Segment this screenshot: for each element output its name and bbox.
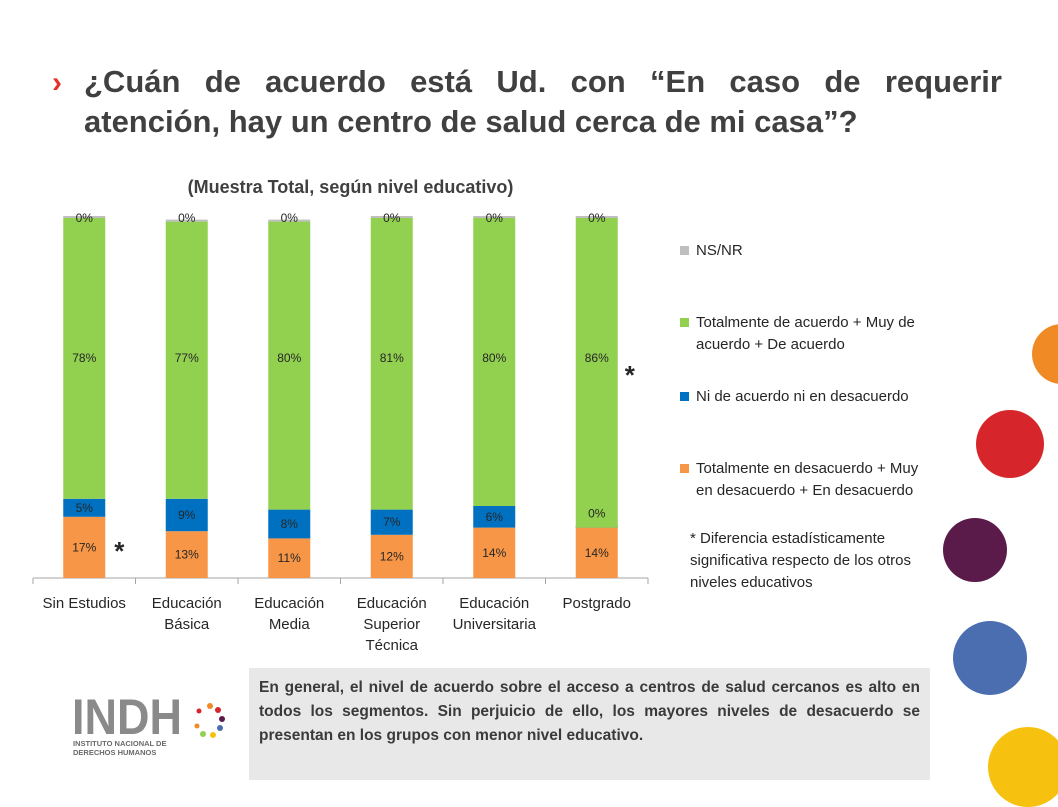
data-label: 6% — [486, 510, 504, 524]
bar-segment — [268, 509, 311, 539]
bar-segment — [575, 527, 618, 578]
indh-logo: INDH INSTITUTO NACIONAL DE DERECHOS HUMA… — [72, 690, 225, 757]
bar-segment — [63, 218, 106, 499]
bar-segment — [165, 219, 208, 222]
bar-segment — [63, 516, 106, 578]
bar-segment — [268, 221, 311, 510]
bar-segment — [473, 527, 516, 578]
data-label: 14% — [482, 546, 506, 560]
legend-swatch — [680, 464, 689, 473]
logo-wordmark: INDH — [72, 690, 182, 745]
bar-segment — [575, 218, 618, 528]
bar-segment — [63, 498, 106, 517]
decorative-yellow-circle — [988, 727, 1058, 807]
x-tick-label: Media — [269, 616, 311, 633]
significance-asterisk: * — [625, 360, 636, 390]
chart-title: (Muestra Total, según nivel educativo) — [188, 177, 514, 197]
legend-label: Totalmente de acuerdo + Muy de acuerdo + … — [696, 314, 915, 353]
summary-box: En general, el nivel de acuerdo sobre el… — [249, 668, 930, 780]
bar-segment — [165, 221, 208, 499]
decorative-purple-circle — [943, 518, 1007, 582]
bar-segment — [575, 216, 618, 218]
logo-line-1: INSTITUTO NACIONAL DE — [73, 739, 166, 748]
data-label: 13% — [175, 548, 199, 562]
x-tick-label: Educación — [254, 595, 324, 612]
data-label: 5% — [76, 501, 94, 515]
x-tick-label: Técnica — [365, 637, 418, 654]
data-label: 0% — [76, 211, 94, 225]
bar-segment — [370, 534, 413, 578]
data-label: 80% — [482, 351, 506, 365]
data-label: 0% — [383, 211, 401, 225]
legend-swatch — [680, 392, 689, 401]
legend-item: NS/NR — [680, 240, 970, 262]
bar-segment — [165, 498, 208, 532]
bar-segment — [63, 216, 106, 218]
x-tick-label: Educación — [459, 595, 529, 612]
data-label: 7% — [383, 515, 401, 529]
page-title: ¿Cuán de acuerdo está Ud. con “En caso d… — [84, 64, 1002, 139]
data-label: 86% — [585, 351, 609, 365]
significance-note: * Diferencia estadísticamente significat… — [690, 530, 911, 591]
x-tick-label: Sin Estudios — [43, 595, 126, 612]
data-label: 11% — [278, 551, 301, 565]
logo-dot-ring-icon — [194, 703, 225, 738]
legend-item: Totalmente en desacuerdo + Muy en desacue… — [680, 458, 970, 502]
data-label: 0% — [281, 211, 299, 225]
legend-item: Totalmente de acuerdo + Muy de acuerdo + … — [680, 312, 970, 356]
logo-line-2: DERECHOS HUMANOS — [73, 748, 156, 757]
legend-swatch — [680, 246, 689, 255]
data-label: 14% — [585, 546, 609, 560]
decorative-blue-circle — [953, 621, 1027, 695]
data-label: 17% — [72, 540, 96, 554]
x-tick-label: Postgrado — [563, 595, 631, 612]
legend-label: Ni de acuerdo ni en desacuerdo — [696, 388, 909, 405]
x-tick-label: Universitaria — [453, 616, 537, 633]
x-tick-label: Superior — [363, 616, 420, 633]
chevron-right-icon: › — [52, 66, 62, 99]
bar-segment — [370, 216, 413, 218]
bar-segment — [473, 216, 516, 218]
data-label: 78% — [72, 351, 96, 365]
x-tick-label: Básica — [164, 616, 210, 633]
bar-segment — [473, 218, 516, 506]
legend-label: NS/NR — [696, 242, 743, 259]
data-label: 8% — [281, 517, 299, 531]
data-label: 0% — [178, 211, 196, 225]
data-label: 81% — [380, 351, 404, 365]
x-tick-label: Educación — [152, 595, 222, 612]
legend-swatch — [680, 318, 689, 327]
data-label: 9% — [178, 508, 196, 522]
data-label: 0% — [588, 211, 606, 225]
bar-segment — [370, 218, 413, 510]
bar-segment — [268, 219, 311, 222]
x-tick-label: Educación — [357, 595, 427, 612]
data-label: 0% — [588, 507, 606, 521]
bar-segment — [473, 506, 516, 528]
legend-label: Totalmente en desacuerdo + Muy en desacue… — [696, 460, 919, 499]
legend-item: Ni de acuerdo ni en desacuerdo — [680, 386, 970, 408]
bar-segment — [165, 531, 208, 578]
data-label: 0% — [486, 211, 504, 225]
data-label: 80% — [277, 351, 301, 365]
bar-segment — [370, 509, 413, 535]
data-label: 77% — [175, 351, 199, 365]
decorative-red-circle — [976, 410, 1044, 478]
bar-segment — [268, 538, 311, 578]
data-label: 12% — [380, 549, 404, 563]
significance-asterisk: * — [114, 536, 125, 566]
